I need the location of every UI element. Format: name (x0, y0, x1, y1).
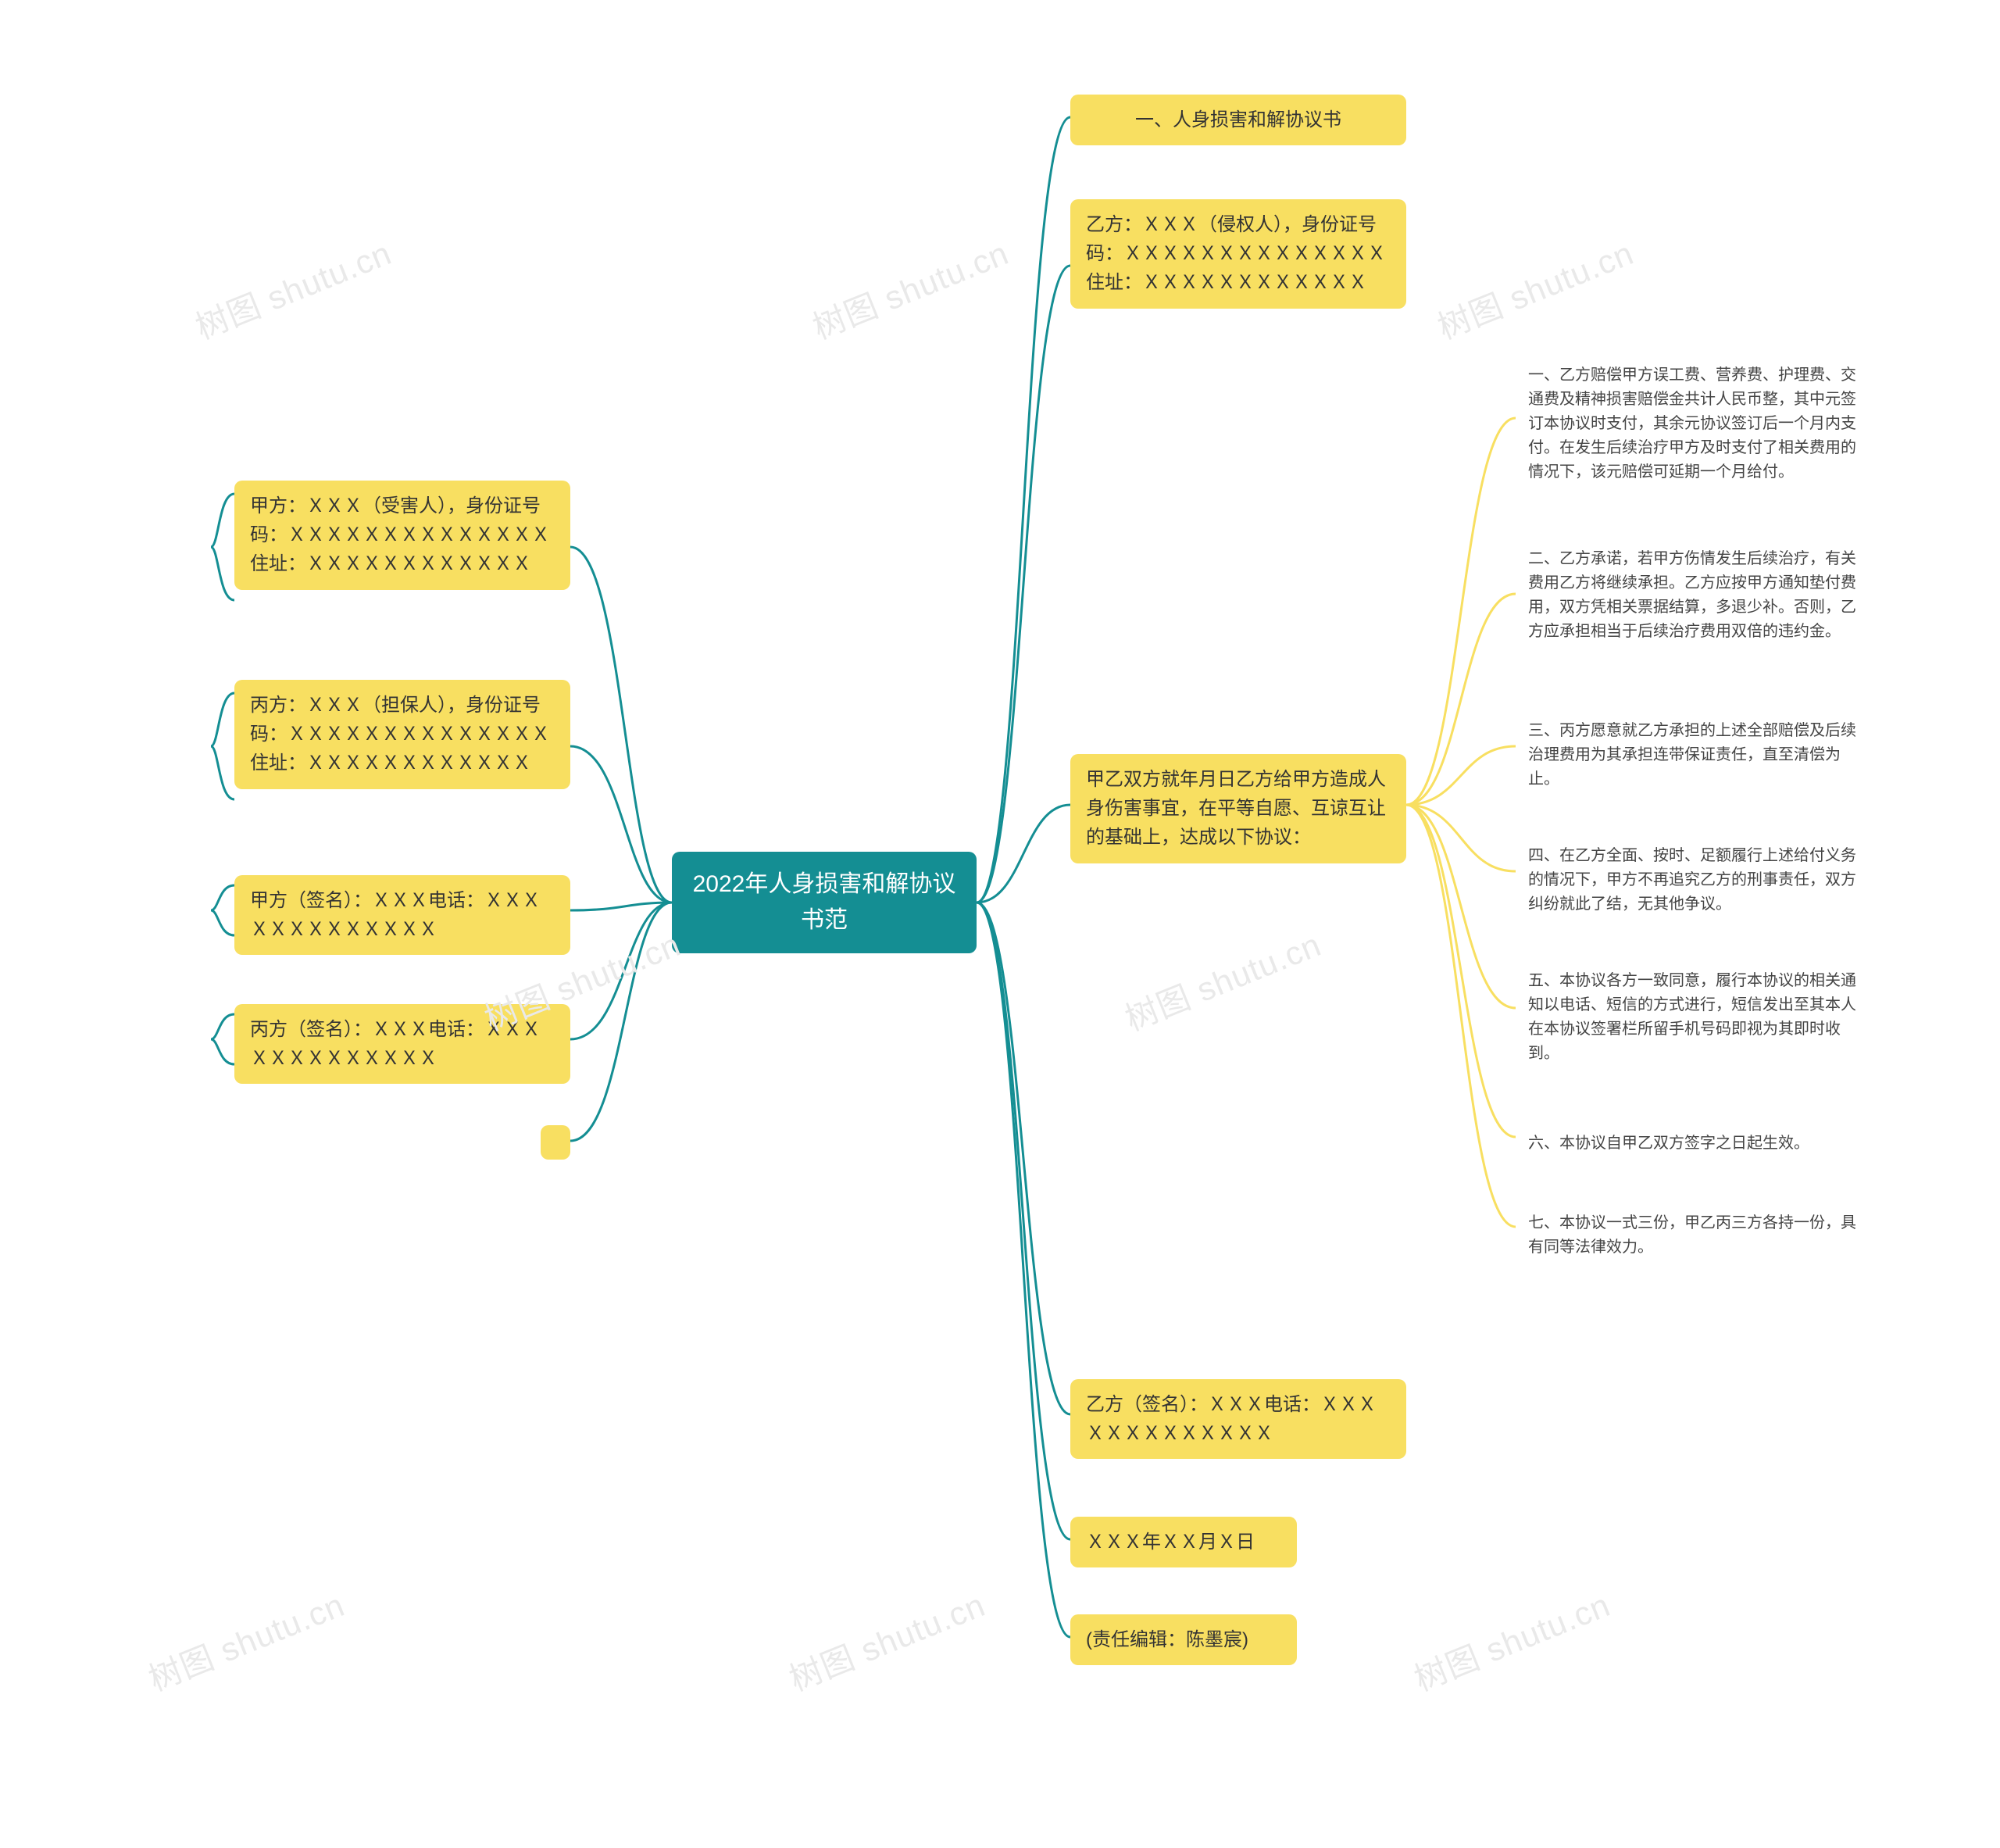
watermark: 树图 shutu.cn (805, 227, 1015, 349)
leaf-clause-7: 七、本协议一式三份，甲乙丙三方各持一份，具有同等法律效力。 (1516, 1203, 1883, 1267)
watermark: 树图 shutu.cn (141, 1579, 351, 1701)
left-node-jiafang-sign: 甲方（签名）：ＸＸＸ电话：ＸＸＸＸＸＸＸＸＸＸＸＸＸ (234, 875, 570, 955)
left-node-bingfang-sign: 丙方（签名）：ＸＸＸ电话：ＸＸＸＸＸＸＸＸＸＸＸＸＸ (234, 1004, 570, 1084)
leaf-label: 五、本协议各方一致同意，履行本协议的相关通知以电话、短信的方式进行，短信发出至其… (1528, 972, 1856, 1062)
watermark: 树图 shutu.cn (1406, 1579, 1616, 1701)
leaf-label: 四、在乙方全面、按时、足额履行上述给付义务的情况下，甲方不再追究乙方的刑事责任，… (1528, 847, 1856, 913)
center-node: 2022年人身损害和解协议书范 (672, 852, 977, 953)
watermark: 树图 shutu.cn (1117, 919, 1327, 1041)
right-node-date: ＸＸＸ年ＸＸ月Ｘ日 (1070, 1517, 1297, 1567)
leaf-label: 六、本协议自甲乙双方签字之日起生效。 (1528, 1135, 1809, 1152)
right-node-yifang-sign: 乙方（签名）：ＸＸＸ电话：ＸＸＸＸＸＸＸＸＸＸＸＸＸ (1070, 1379, 1406, 1459)
left-node-label: 丙方（签名）：ＸＸＸ电话：ＸＸＸＸＸＸＸＸＸＸＸＸＸ (250, 1019, 541, 1069)
right-node-label: ＸＸＸ年ＸＸ月Ｘ日 (1086, 1532, 1255, 1553)
left-node-bingfang: 丙方：ＸＸＸ（担保人），身份证号码：ＸＸＸＸＸＸＸＸＸＸＸＸＸＸ住址：ＸＸＸＸＸ… (234, 680, 570, 789)
leaf-clause-3: 三、丙方愿意就乙方承担的上述全部赔偿及后续治理费用为其承担连带保证责任，直至清偿… (1516, 711, 1883, 799)
watermark: 树图 shutu.cn (781, 1579, 991, 1701)
right-node-label: 一、人身损害和解协议书 (1135, 109, 1341, 130)
center-title: 2022年人身损害和解协议书范 (688, 867, 961, 939)
leaf-clause-1: 一、乙方赔偿甲方误工费、营养费、护理费、交通费及精神损害赔偿金共计人民币整，其中… (1516, 356, 1883, 492)
leaf-label: 一、乙方赔偿甲方误工费、营养费、护理费、交通费及精神损害赔偿金共计人民币整，其中… (1528, 366, 1856, 481)
right-node-editor: (责任编辑：陈墨宸) (1070, 1614, 1297, 1665)
right-node-yifang: 乙方：ＸＸＸ（侵权人），身份证号码：ＸＸＸＸＸＸＸＸＸＸＸＸＸＸ住址：ＸＸＸＸＸ… (1070, 199, 1406, 309)
right-node-label: 乙方：ＸＸＸ（侵权人），身份证号码：ＸＸＸＸＸＸＸＸＸＸＸＸＸＸ住址：ＸＸＸＸＸ… (1086, 214, 1386, 293)
right-node-label: 甲乙双方就年月日乙方给甲方造成人身伤害事宜，在平等自愿、互谅互让的基础上，达成以… (1086, 769, 1386, 848)
left-node-label: 丙方：ＸＸＸ（担保人），身份证号码：ＸＸＸＸＸＸＸＸＸＸＸＸＸＸ住址：ＸＸＸＸＸ… (250, 695, 550, 774)
watermark: 树图 shutu.cn (1430, 227, 1640, 349)
right-node-agreement: 甲乙双方就年月日乙方给甲方造成人身伤害事宜，在平等自愿、互谅互让的基础上，达成以… (1070, 754, 1406, 863)
left-node-jiafang: 甲方：ＸＸＸ（受害人），身份证号码：ＸＸＸＸＸＸＸＸＸＸＸＸＸＸ住址：ＸＸＸＸＸ… (234, 481, 570, 590)
leaf-clause-5: 五、本协议各方一致同意，履行本协议的相关通知以电话、短信的方式进行，短信发出至其… (1516, 961, 1883, 1074)
right-node-title: 一、人身损害和解协议书 (1070, 95, 1406, 145)
left-node-empty (541, 1125, 570, 1160)
right-node-label: 乙方（签名）：ＸＸＸ电话：ＸＸＸＸＸＸＸＸＸＸＸＸＸ (1086, 1394, 1377, 1444)
watermark: 树图 shutu.cn (188, 227, 398, 349)
right-node-label: (责任编辑：陈墨宸) (1086, 1629, 1248, 1650)
leaf-label: 三、丙方愿意就乙方承担的上述全部赔偿及后续治理费用为其承担连带保证责任，直至清偿… (1528, 722, 1856, 788)
leaf-clause-4: 四、在乙方全面、按时、足额履行上述给付义务的情况下，甲方不再追究乙方的刑事责任，… (1516, 836, 1883, 924)
leaf-clause-6: 六、本协议自甲乙双方签字之日起生效。 (1516, 1124, 1883, 1163)
left-node-label: 甲方（签名）：ＸＸＸ电话：ＸＸＸＸＸＸＸＸＸＸＸＸＸ (250, 890, 541, 940)
leaf-label: 七、本协议一式三份，甲乙丙三方各持一份，具有同等法律效力。 (1528, 1214, 1856, 1256)
leaf-clause-2: 二、乙方承诺，若甲方伤情发生后续治疗，有关费用乙方将继续承担。乙方应按甲方通知垫… (1516, 539, 1883, 652)
leaf-label: 二、乙方承诺，若甲方伤情发生后续治疗，有关费用乙方将继续承担。乙方应按甲方通知垫… (1528, 550, 1856, 640)
left-node-label: 甲方：ＸＸＸ（受害人），身份证号码：ＸＸＸＸＸＸＸＸＸＸＸＸＸＸ住址：ＸＸＸＸＸ… (250, 495, 550, 574)
